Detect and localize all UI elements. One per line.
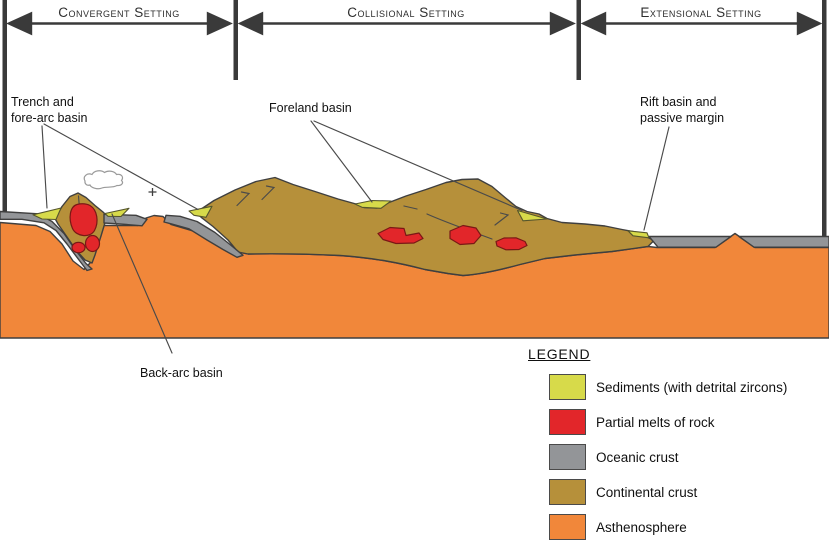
leader-foreland-left (310, 120, 373, 203)
legend-item-partial-melts: Partial melts of rock (527, 409, 827, 435)
arrowhead-icon (6, 11, 33, 36)
legend-item-label: Oceanic crust (596, 449, 679, 465)
asthenosphere-swatch (549, 514, 586, 540)
partial-melts-swatch (549, 409, 586, 435)
melt-mountain-middle (449, 224, 482, 246)
melt-volcano-main (69, 203, 98, 237)
arrowhead-icon (796, 11, 823, 36)
delimiter-bar-left (2, 0, 7, 213)
leader-backarc (111, 213, 173, 354)
continental-crust-block (195, 176, 655, 277)
continental-crust-swatch (549, 479, 586, 505)
section-delimiter-bars (2, 0, 827, 243)
delimiter-bar-collisional-extensional (576, 0, 581, 80)
legend-title: LEGEND (528, 346, 591, 362)
arrowhead-icon (206, 11, 233, 36)
sediment-foreland-right-wedge (516, 209, 548, 222)
cloud-icon (83, 170, 124, 190)
plus-mark (148, 188, 157, 196)
oceanic-crust-swatch (549, 444, 586, 470)
legend-item-label: Asthenosphere (596, 519, 687, 535)
sediment-passive-margin-wedge (627, 230, 650, 239)
sediments-swatch (549, 374, 586, 400)
legend-item-asthenosphere: Asthenosphere (527, 514, 827, 540)
sediment-backarc-wedge (104, 207, 130, 218)
section-title-convergent: Convergent Setting (58, 5, 180, 20)
leader-forearc (43, 123, 199, 211)
arrowhead-icon (549, 11, 576, 36)
legend-item-label: Continental crust (596, 484, 698, 500)
arrowhead-icon (237, 11, 264, 36)
label-trench-forearc-basin: Trench and fore-arc basin (11, 95, 88, 125)
legend: LEGEND Sediments (with detrital zircons)… (527, 346, 827, 540)
oceanic-crust-passive-margin-left (648, 235, 732, 248)
legend-item-label: Sediments (with detrital zircons) (596, 379, 788, 395)
legend-item-oceanic-crust: Oceanic crust (527, 444, 827, 470)
section-title-extensional: Extensional Setting (640, 5, 762, 20)
legend-item-label: Partial melts of rock (596, 414, 715, 430)
leader-foreland-right (313, 120, 523, 212)
section-title-collisional: Collisional Setting (347, 5, 465, 20)
oceanic-crust-passive-margin-right (738, 235, 829, 248)
sediment-trench-wedge (32, 207, 62, 221)
thrust-fault-marks (236, 185, 510, 240)
melt-volcano-small-left (71, 241, 86, 254)
leader-trench (41, 125, 48, 209)
oceanic-slab-backarc (103, 213, 148, 227)
melt-mountain-right (495, 237, 528, 251)
delimiter-bar-right (822, 0, 827, 243)
oceanic-slab-subducting-left (0, 210, 93, 272)
delimiter-bar-convergent-collisional (233, 0, 238, 80)
label-foreland-basin: Foreland basin (269, 101, 352, 115)
sediment-foreland-left-wedge (354, 199, 392, 209)
label-rift-passive-margin: Rift basin and passive margin (640, 95, 725, 125)
legend-item-sediments: Sediments (with detrital zircons) (527, 374, 827, 400)
leader-rift (643, 126, 670, 231)
arrowhead-icon (580, 11, 607, 36)
melt-mountain-left (377, 226, 424, 245)
label-backarc-basin: Back-arc basin (140, 366, 223, 380)
legend-item-continental-crust: Continental crust (527, 479, 827, 505)
melt-volcano-small-right (84, 234, 101, 253)
section-extent-arrows (6, 11, 823, 36)
oceanic-slab-subducting-right (163, 214, 244, 258)
sediment-forearc-wedge (188, 205, 213, 218)
